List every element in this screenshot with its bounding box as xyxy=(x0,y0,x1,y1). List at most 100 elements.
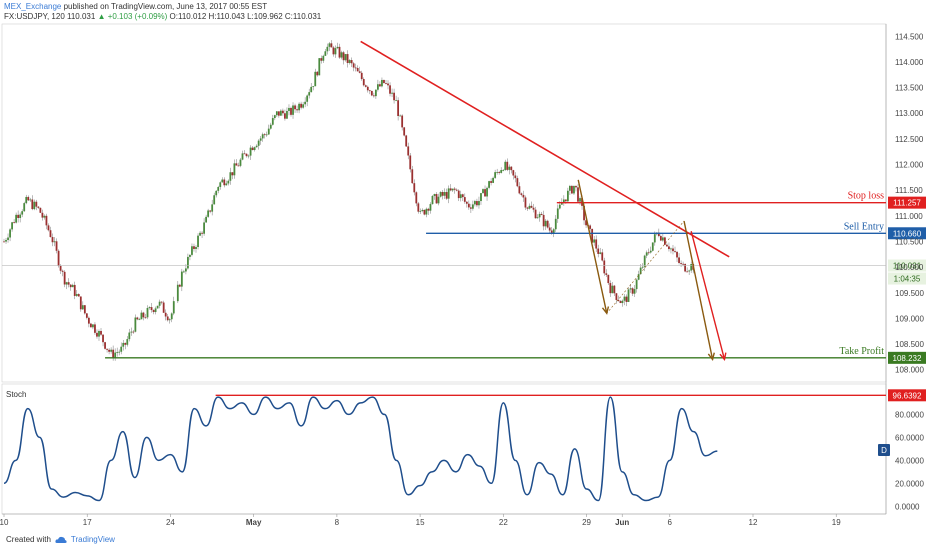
time-tick-label: 12 xyxy=(749,518,758,527)
candle-body xyxy=(150,307,153,311)
candle-body xyxy=(433,194,436,197)
candle-body xyxy=(120,346,123,352)
candle-body xyxy=(425,208,428,215)
candle-body xyxy=(221,179,224,183)
candle-body xyxy=(83,305,86,314)
candle-body xyxy=(629,288,632,290)
candle-body xyxy=(510,166,513,171)
candle-body xyxy=(197,235,199,248)
candle-body xyxy=(607,274,610,284)
candle-body xyxy=(532,207,535,210)
candle-body xyxy=(227,180,230,184)
candle-body xyxy=(35,201,38,207)
stoch-tick-label: 80.0000 xyxy=(895,410,924,419)
candle-body xyxy=(199,232,201,236)
time-tick-label: 19 xyxy=(832,518,841,527)
level-label: Sell Entry xyxy=(844,221,884,232)
candle-body xyxy=(601,252,604,261)
candle-body xyxy=(445,192,448,199)
candle-body xyxy=(599,252,602,254)
stoch-pane: Stoch 96.6392 D xyxy=(3,389,926,502)
created-with-label: Created with xyxy=(6,535,51,544)
level-price-tag-bg xyxy=(888,351,926,364)
candle-body xyxy=(23,203,26,212)
candle-body xyxy=(146,307,149,318)
candle-body xyxy=(409,155,412,170)
candle-body xyxy=(661,237,664,241)
candle-body xyxy=(611,285,614,294)
candle-body xyxy=(324,51,327,56)
candle-body xyxy=(500,170,503,173)
candle-body xyxy=(233,163,236,176)
candle-body xyxy=(118,351,121,353)
time-tick-label: 15 xyxy=(416,518,425,527)
candle-body xyxy=(334,48,337,55)
candle-body xyxy=(488,181,490,188)
candle-body xyxy=(73,284,76,296)
candle-body xyxy=(387,83,389,86)
stoch-level-tag: 96.6392 xyxy=(893,391,922,400)
candle-body xyxy=(684,263,687,272)
candle-body xyxy=(558,204,561,209)
candle-body xyxy=(449,188,452,191)
candle-body xyxy=(241,153,244,160)
price-tick-label: 113.000 xyxy=(895,109,924,118)
candle-body xyxy=(27,196,30,201)
candle-body xyxy=(9,229,11,238)
candle-body xyxy=(219,182,222,187)
candle-body xyxy=(617,299,620,302)
candle-body xyxy=(312,86,315,88)
candle-body xyxy=(314,71,317,87)
candle-body xyxy=(358,71,361,73)
candle-body xyxy=(403,127,406,136)
candle-body xyxy=(534,209,537,219)
candle-body xyxy=(643,255,646,267)
candle-body xyxy=(439,191,442,197)
candle-body xyxy=(322,55,325,61)
candle-body xyxy=(126,339,129,345)
candle-body xyxy=(144,317,147,319)
candle-body xyxy=(71,284,74,288)
candle-body xyxy=(75,294,78,296)
candle-body xyxy=(96,332,98,337)
candle-body xyxy=(520,193,523,195)
price-tick-label: 108.500 xyxy=(895,340,924,349)
candle-body xyxy=(37,206,40,208)
stoch-badge-bg xyxy=(878,444,890,456)
candle-body xyxy=(573,185,575,194)
candle-body xyxy=(437,196,440,204)
candle-body xyxy=(154,308,157,313)
candle-body xyxy=(277,111,280,116)
candle-body xyxy=(21,211,24,215)
time-tick-label: 29 xyxy=(582,518,591,527)
candle-body xyxy=(257,140,260,146)
candle-body xyxy=(506,161,509,170)
candle-body xyxy=(41,212,44,218)
candle-body xyxy=(484,189,486,197)
candle-body xyxy=(138,319,141,321)
candle-body xyxy=(350,60,353,64)
candle-body xyxy=(548,227,551,231)
candle-body xyxy=(560,202,563,205)
chart-header: MEX_Exchange published on TradingView.co… xyxy=(4,2,321,22)
candle-body xyxy=(370,90,373,96)
tradingview-brand[interactable]: TradingView xyxy=(70,535,115,544)
time-tick-label: 10 xyxy=(0,518,9,527)
candle-body xyxy=(682,263,684,265)
candle-body xyxy=(193,246,195,249)
stoch-pane-frame xyxy=(1,383,887,515)
candle-body xyxy=(605,273,608,275)
candle-body xyxy=(627,289,630,302)
candle-body xyxy=(645,252,648,256)
author-name[interactable]: MEX_Exchange xyxy=(4,2,62,11)
candle-body xyxy=(215,190,218,196)
candle-body xyxy=(53,241,56,243)
candle-body xyxy=(229,172,232,181)
candle-body xyxy=(49,230,52,238)
candle-body xyxy=(455,189,458,191)
candle-body xyxy=(651,242,654,251)
candle-body xyxy=(205,216,208,223)
candle-body xyxy=(502,170,505,171)
price-tick-label: 109.500 xyxy=(895,289,924,298)
